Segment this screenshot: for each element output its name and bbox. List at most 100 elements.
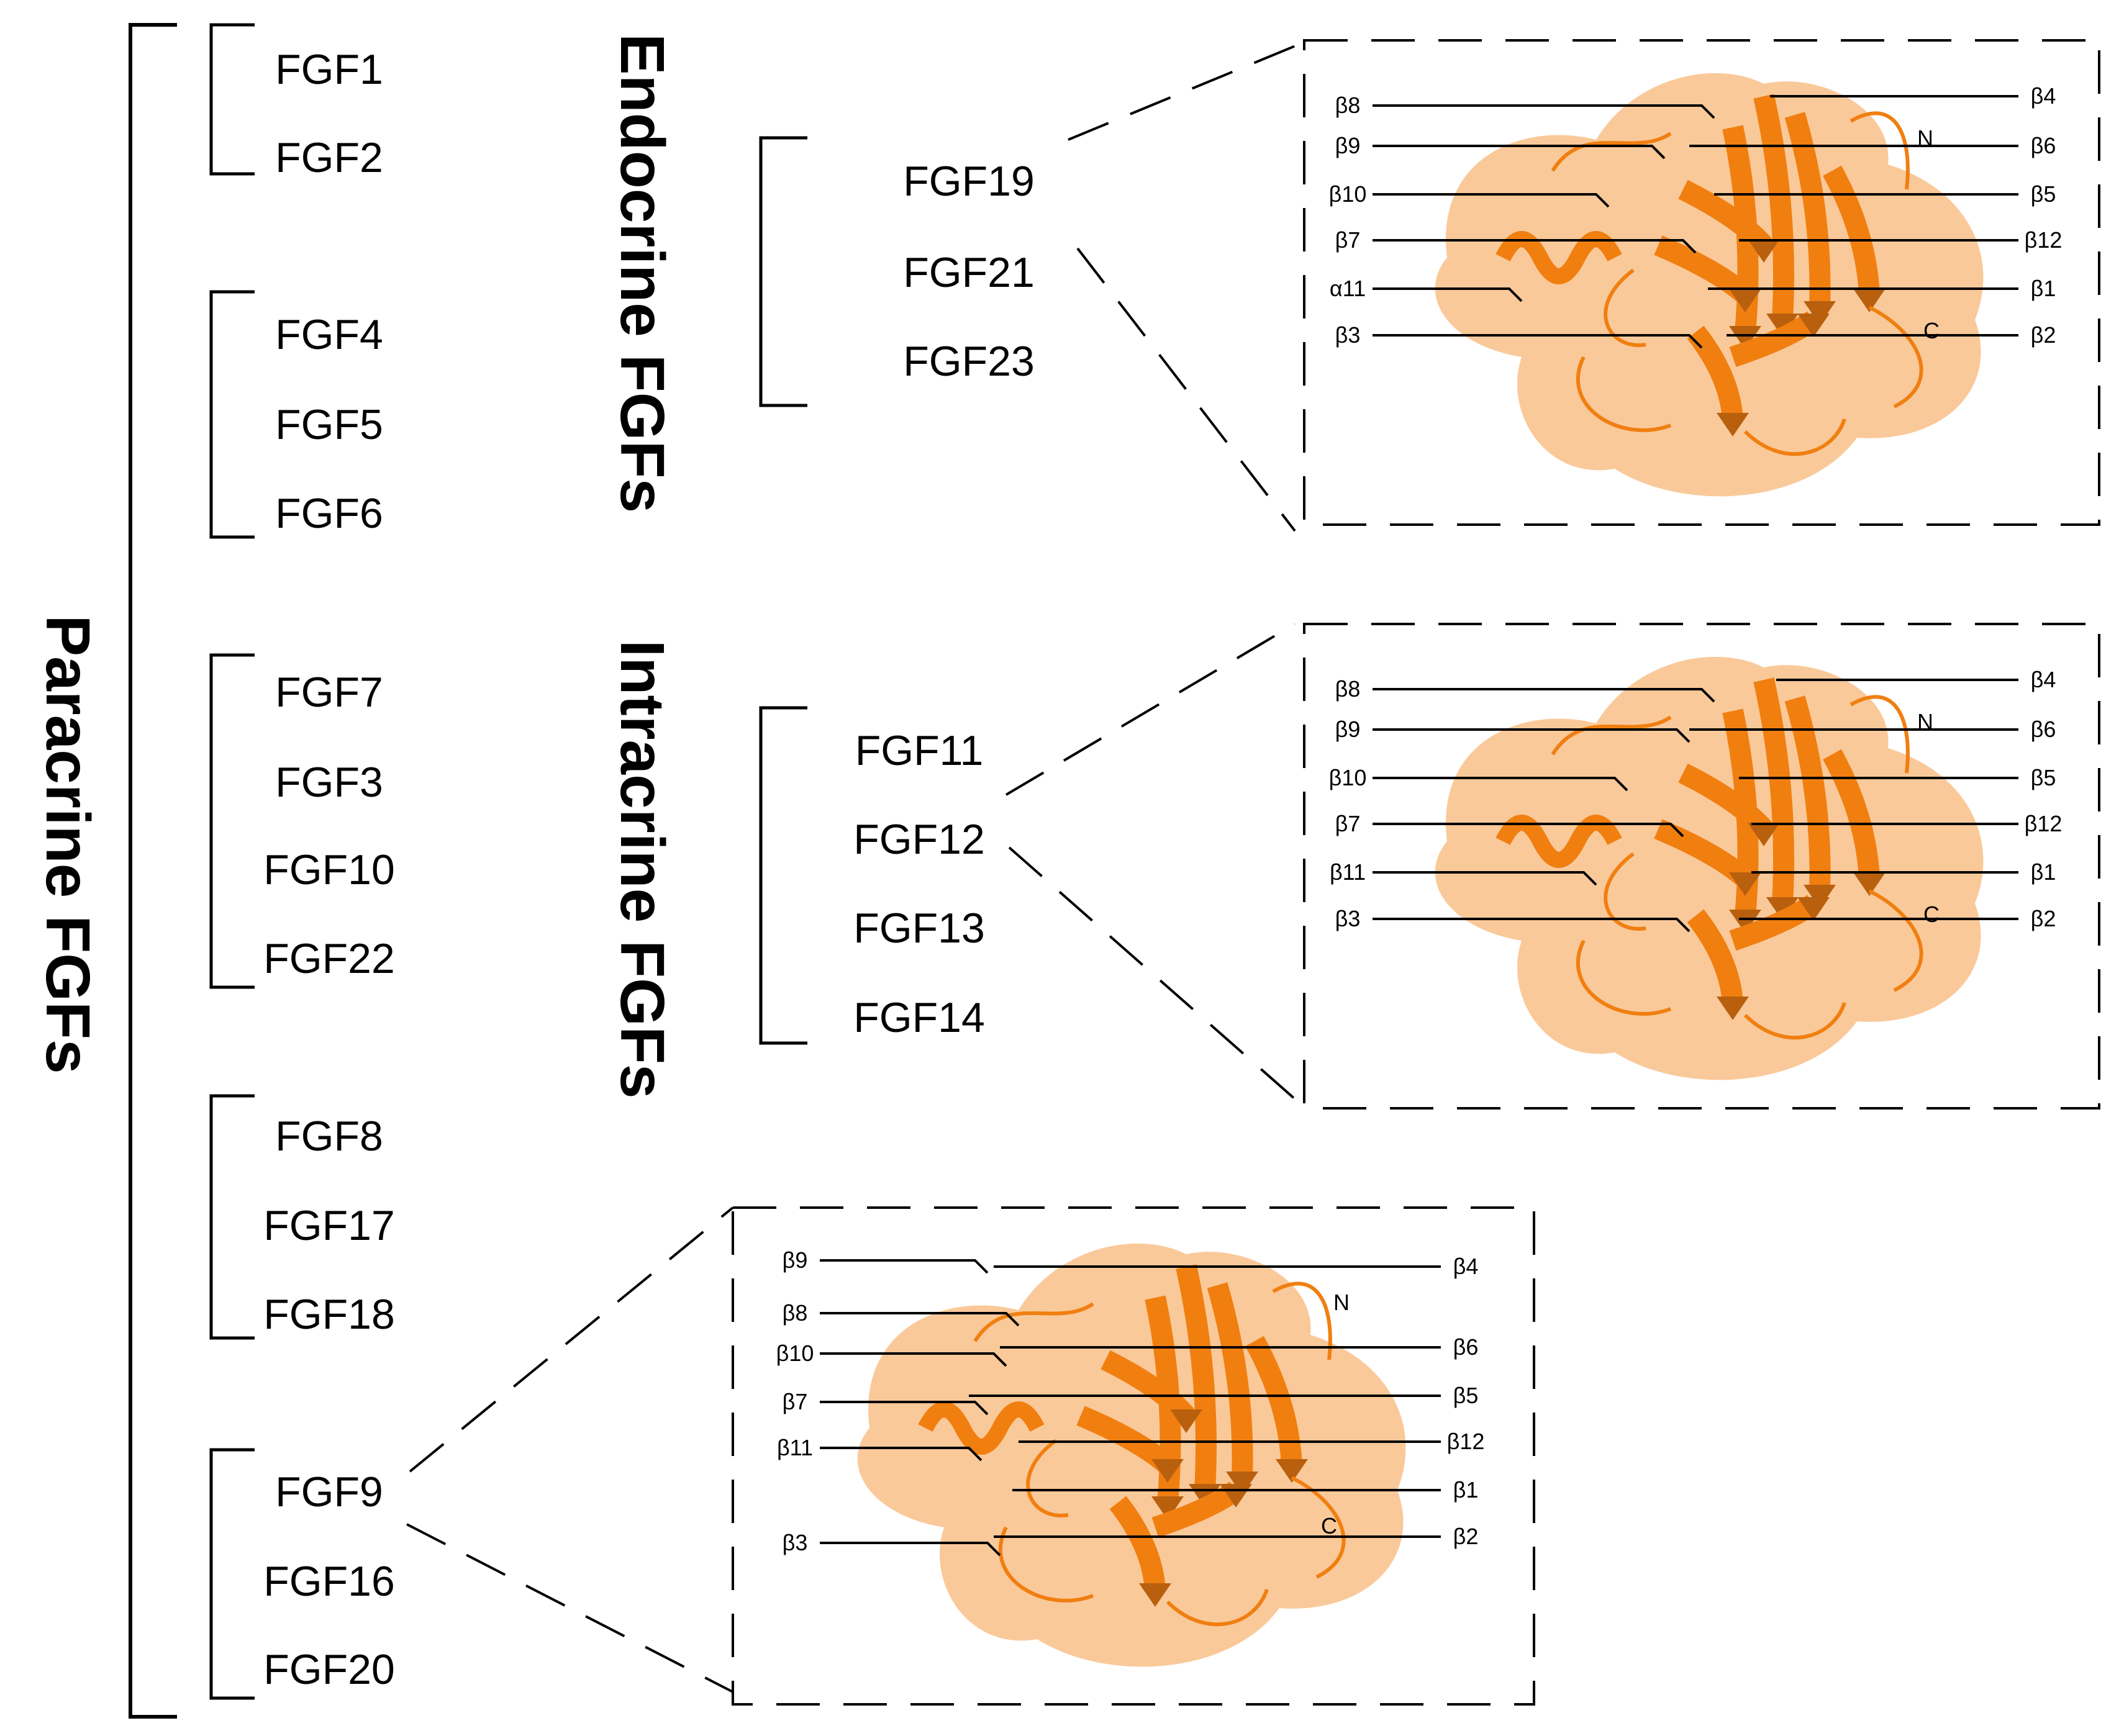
paracrine-member: FGF2 xyxy=(275,134,383,181)
coil-loop xyxy=(1604,852,1646,931)
paracrine-member: FGF18 xyxy=(263,1291,395,1338)
strand-arrowhead xyxy=(1853,872,1886,896)
n-terminus-label: N xyxy=(1333,1290,1350,1315)
paracrine-member: FGF5 xyxy=(275,401,383,448)
leader-line xyxy=(820,1259,989,1274)
strand-arrowhead xyxy=(1729,289,1761,312)
right-structure-label: β1 xyxy=(2031,276,2056,301)
leader-line xyxy=(820,1447,983,1462)
left-structure-label: β8 xyxy=(783,1300,808,1326)
zoom-connector-line xyxy=(1068,41,1305,141)
right-structure-label: β2 xyxy=(2031,906,2056,931)
leader-line xyxy=(820,1312,1020,1327)
strand-arrowhead xyxy=(1729,326,1761,350)
beta-strand xyxy=(1245,1336,1302,1466)
strand-arrowhead xyxy=(1717,413,1749,436)
left-structure-label: β7 xyxy=(1335,227,1361,253)
right-structure-label: β4 xyxy=(1453,1254,1479,1279)
paracrine-member: FGF9 xyxy=(275,1468,383,1516)
coil-loop xyxy=(1551,132,1672,172)
coil-loop xyxy=(998,1526,1094,1603)
paracrine-title: Paracrine FGFs xyxy=(33,615,102,1074)
strand-arrowhead xyxy=(1729,910,1761,933)
protein-surface xyxy=(1435,656,1984,1080)
left-structure-label: β7 xyxy=(1335,811,1361,836)
strand-arrowhead xyxy=(1151,1459,1184,1483)
beta-strand xyxy=(1109,1496,1166,1591)
strand-arrowhead xyxy=(1276,1459,1308,1483)
paracrine-member: FGF16 xyxy=(263,1558,395,1605)
leader-line xyxy=(1373,777,1628,792)
coil-loop xyxy=(1868,305,1923,409)
strand-arrowhead xyxy=(1170,1409,1202,1433)
coil-loop xyxy=(1849,695,1910,774)
beta-strand xyxy=(1784,112,1831,308)
right-structure-label: β12 xyxy=(2025,811,2063,836)
left-structure-label: β9 xyxy=(1335,717,1361,742)
left-structure-label: β9 xyxy=(783,1247,808,1273)
strand-arrowhead xyxy=(1766,314,1799,337)
leader-line xyxy=(1373,145,1666,160)
leader-line xyxy=(820,1401,989,1416)
coil-loop xyxy=(1743,1002,1846,1040)
zoom-connector-line xyxy=(1076,247,1296,532)
left-structure-label: β3 xyxy=(783,1530,808,1555)
right-structure-label: β6 xyxy=(2031,717,2056,742)
right-structure-label: β2 xyxy=(2031,322,2056,348)
leader-line xyxy=(1373,104,1715,119)
beta-strand xyxy=(1678,763,1772,836)
leader-line xyxy=(1373,823,1684,838)
right-structure-label: β5 xyxy=(2031,765,2056,790)
leader-line xyxy=(1373,287,1523,302)
paracrine-member: FGF3 xyxy=(275,759,383,806)
beta-strand xyxy=(1687,909,1743,1004)
left-structure-label: β7 xyxy=(783,1389,808,1414)
left-structure-label: β9 xyxy=(1335,133,1361,158)
paracrine-member: FGF1 xyxy=(275,46,383,93)
strand-arrowhead xyxy=(1797,314,1830,337)
right-structure-label: β6 xyxy=(1453,1334,1479,1360)
intracrine-bracket xyxy=(759,706,807,1045)
intracrine-member: FGF11 xyxy=(855,727,984,774)
paracrine-member: FGF20 xyxy=(263,1646,395,1693)
left-structure-label: β8 xyxy=(1335,676,1361,702)
beta-strand xyxy=(1687,325,1743,420)
paracrine-group-bracket xyxy=(209,1448,255,1700)
strand-arrowhead xyxy=(1151,1496,1184,1520)
leader-line xyxy=(820,1352,1007,1367)
paracrine-member: FGF10 xyxy=(263,846,395,893)
coil-loop xyxy=(1272,1282,1332,1360)
protein-surface xyxy=(857,1243,1406,1667)
paracrine-member: FGF17 xyxy=(263,1202,395,1249)
right-structure-label: β1 xyxy=(2031,859,2056,885)
zoom-connector-line xyxy=(1005,623,1296,796)
c-terminus-label: C xyxy=(1923,902,1940,927)
paracrine-member: FGF8 xyxy=(275,1113,383,1160)
beta-strand xyxy=(1176,1264,1217,1491)
endocrine-structure-panel: β8 β9 β10 β7 α11 β3 β4 β6 β5 β12 β1 β2 N C xyxy=(1303,39,2100,526)
intracrine-title: Intracrine FGFs xyxy=(607,640,677,1098)
right-structure-label: β1 xyxy=(1453,1477,1479,1503)
left-structure-label: β11 xyxy=(1330,859,1366,885)
beta-strand xyxy=(1678,179,1772,253)
endocrine-member: FGF19 xyxy=(903,158,1035,205)
left-structure-label: β3 xyxy=(1335,322,1361,348)
left-structure-label: β10 xyxy=(776,1340,814,1366)
strand-arrowhead xyxy=(1729,872,1761,896)
coil-loop xyxy=(973,1302,1094,1342)
leader-line xyxy=(1373,918,1691,933)
endocrine-title: Endocrine FGFs xyxy=(607,34,677,513)
structure-frame xyxy=(1303,39,2100,526)
coil-loop xyxy=(1576,356,1672,432)
right-structure-label: β4 xyxy=(2031,83,2056,109)
beta-strand xyxy=(1207,1282,1253,1478)
right-structure-label: β6 xyxy=(2031,133,2056,158)
c-terminus-label: C xyxy=(1923,318,1940,343)
strand-arrowhead xyxy=(1853,289,1886,312)
leader-line xyxy=(1373,871,1597,886)
paracrine-group-bracket xyxy=(209,1094,255,1340)
left-structure-label: β3 xyxy=(1335,906,1361,931)
endocrine-member: FGF21 xyxy=(903,249,1035,296)
right-structure-label: β5 xyxy=(2031,181,2056,207)
